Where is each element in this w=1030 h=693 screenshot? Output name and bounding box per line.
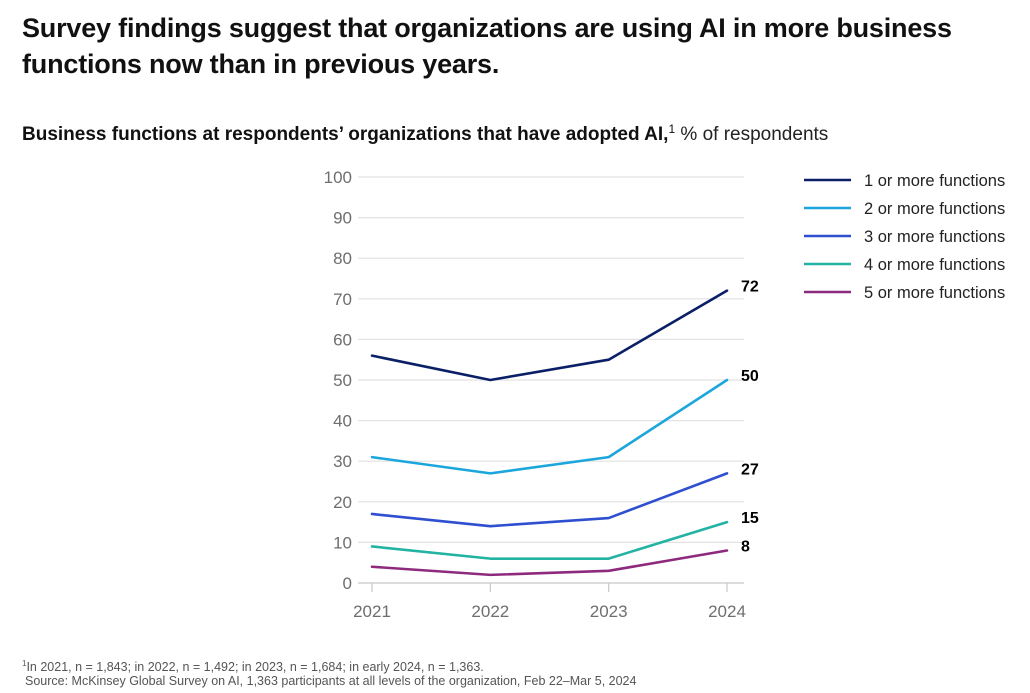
- gridlines: [358, 176, 744, 584]
- footnote-ref: 1: [668, 122, 676, 136]
- y-tick-label: 10: [333, 533, 352, 552]
- legend-label: 3 or more functions: [864, 228, 1005, 246]
- series-line-3: [370, 472, 729, 528]
- series-line-5: [370, 549, 729, 577]
- series-lines: [370, 289, 729, 577]
- end-label-series-1: 72: [741, 279, 759, 296]
- x-axis: 2021 2022 2023 2024: [353, 583, 746, 621]
- legend-item: 4 or more functions: [804, 256, 1005, 274]
- y-tick-label: 20: [333, 493, 352, 512]
- y-tick-label: 90: [333, 209, 352, 228]
- y-tick-label: 100: [324, 168, 352, 187]
- series-line-4: [370, 520, 729, 560]
- legend-label: 5 or more functions: [864, 284, 1005, 302]
- series-line-1: [370, 289, 729, 382]
- end-label-series-4: 15: [741, 510, 759, 527]
- legend-item: 1 or more functions: [804, 172, 1005, 190]
- footnote-text: In 2021, n = 1,843; in 2022, n = 1,492; …: [26, 660, 484, 674]
- legend: 1 or more functions 2 or more functions 3 …: [804, 172, 1005, 302]
- footnote: 1In 2021, n = 1,843; in 2022, n = 1,492;…: [22, 656, 484, 675]
- footnote-marker: 1: [22, 659, 27, 668]
- end-labels: 72 50 27 15 8: [741, 279, 759, 556]
- y-tick-label: 40: [333, 412, 352, 431]
- legend-item: 2 or more functions: [804, 200, 1005, 218]
- x-tick-label: 2024: [708, 602, 746, 621]
- legend-label: 2 or more functions: [864, 200, 1005, 218]
- y-tick-label: 30: [333, 452, 352, 471]
- subtitle-unit: % of respondents: [675, 124, 829, 145]
- y-tick-label: 80: [333, 249, 352, 268]
- end-label-series-3: 27: [741, 461, 759, 478]
- x-tick-label: 2021: [353, 602, 391, 621]
- x-tick-label: 2022: [471, 602, 509, 621]
- legend-item: 5 or more functions: [804, 284, 1005, 302]
- y-tick-label: 60: [333, 330, 352, 349]
- end-label-series-2: 50: [741, 368, 759, 385]
- legend-label: 1 or more functions: [864, 172, 1005, 190]
- chart-subtitle: Business functions at respondents’ organ…: [22, 116, 828, 148]
- headline: Survey findings suggest that organizatio…: [22, 13, 952, 79]
- y-tick-label: 0: [343, 574, 352, 593]
- legend-label: 4 or more functions: [864, 256, 1005, 274]
- end-label-series-5: 8: [741, 539, 750, 556]
- y-axis: 0 10 20 30 40 50 60 70 80 90 100: [324, 168, 352, 593]
- subtitle-main: Business functions at respondents’ organ…: [22, 124, 669, 145]
- y-tick-label: 50: [333, 371, 352, 390]
- series-line-2: [370, 378, 729, 475]
- legend-item: 3 or more functions: [804, 228, 1005, 246]
- x-tick-label: 2023: [590, 602, 628, 621]
- y-tick-label: 70: [333, 290, 352, 309]
- source-note: Source: McKinsey Global Survey on AI, 1,…: [25, 674, 637, 688]
